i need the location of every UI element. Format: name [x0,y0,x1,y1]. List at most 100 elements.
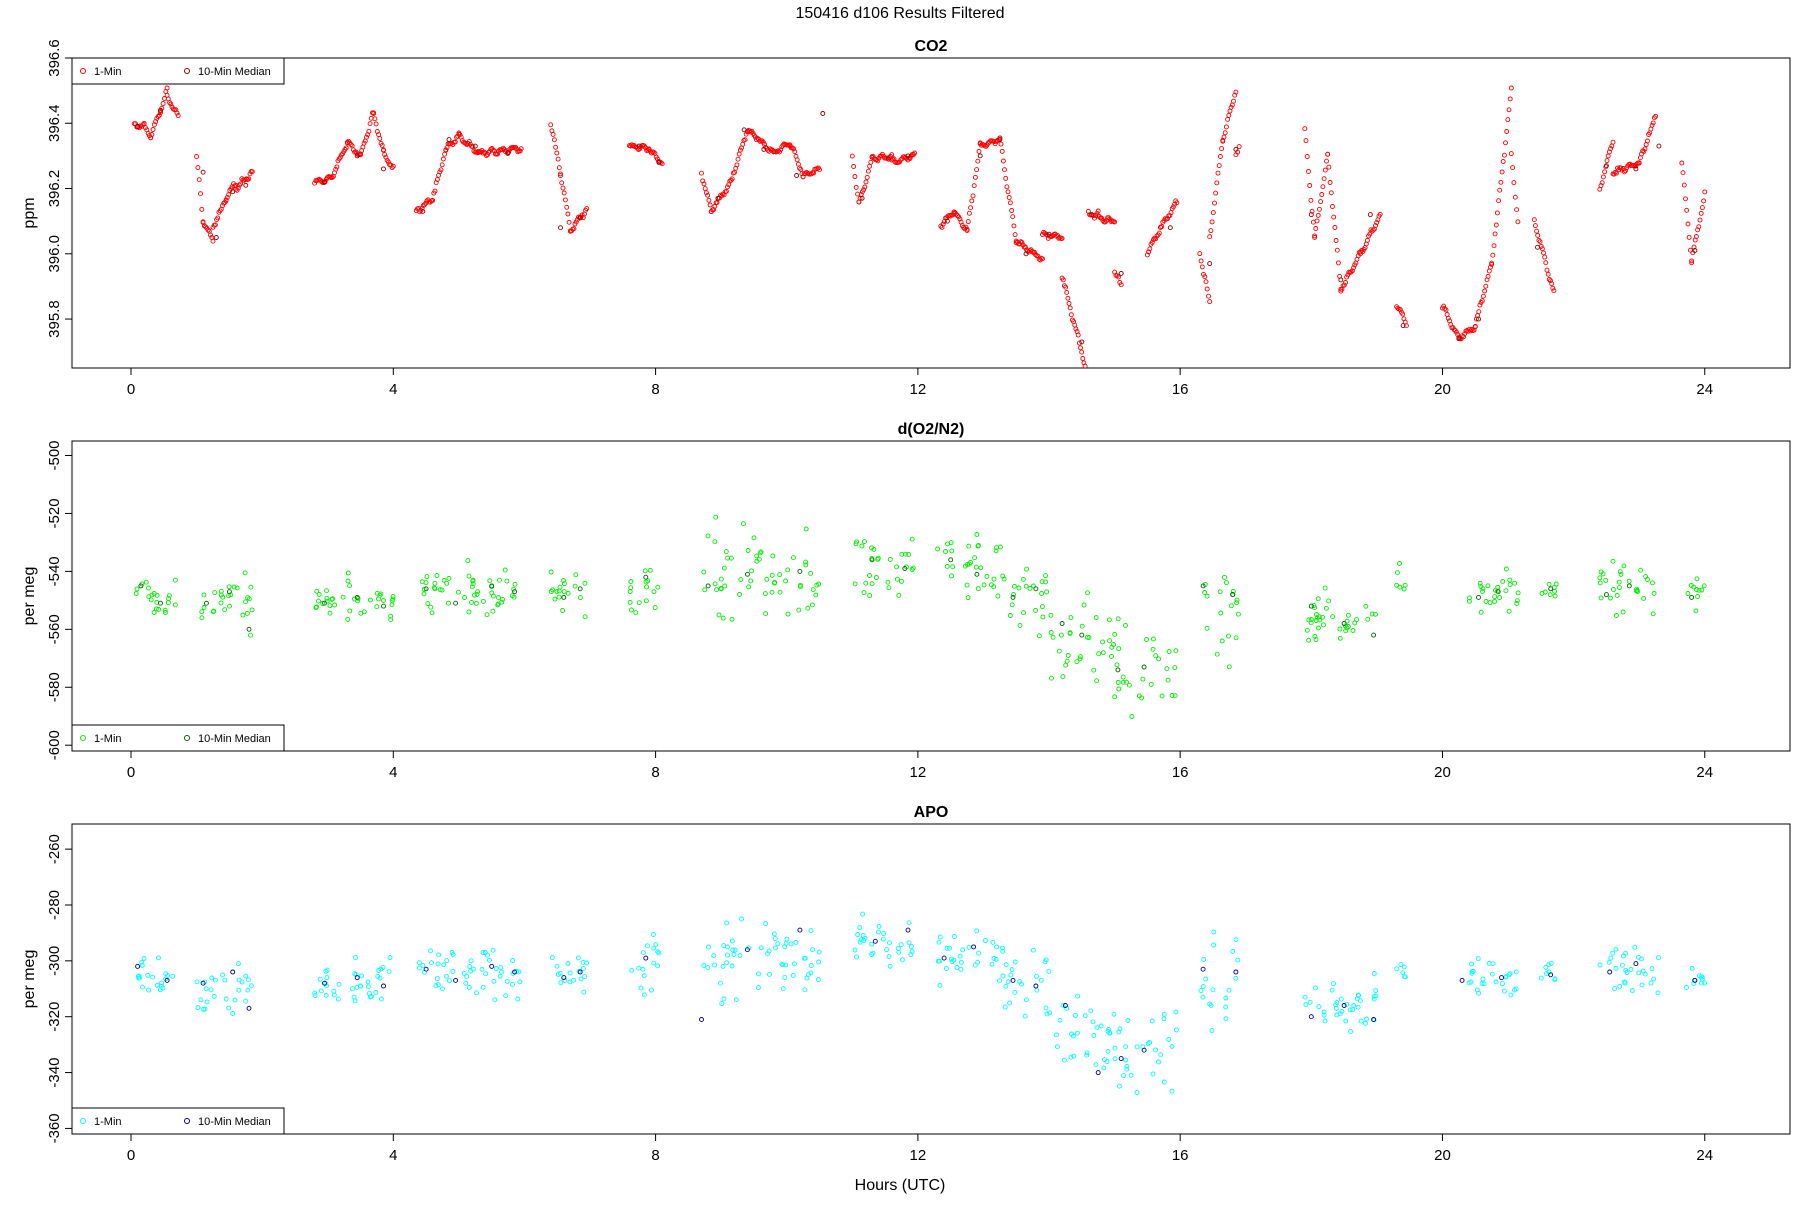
median-point [1371,1017,1377,1022]
one-min-point [1033,607,1039,613]
one-min-point [1223,1004,1229,1010]
one-min-point [1477,302,1483,308]
one-min-point [1309,208,1315,214]
one-min-point [1106,617,1112,623]
one-min-point [1303,1002,1309,1008]
one-min-point [1039,591,1045,596]
one-min-point [1084,1052,1090,1058]
one-min-point [468,958,474,964]
one-min-point [1009,208,1015,213]
one-min-point [1003,175,1009,181]
one-min-point [1491,243,1497,249]
one-min-point [655,949,661,955]
one-min-point [862,184,868,190]
one-min-point [940,221,946,227]
one-min-point [1330,614,1336,620]
one-min-point [1476,309,1482,315]
one-min-point [1401,964,1407,970]
median-point [381,166,386,172]
one-min-point [208,987,214,993]
one-min-point [995,593,1001,599]
one-min-point [1054,1032,1059,1038]
one-min-point [909,567,915,572]
one-min-point [204,999,210,1005]
one-min-point [156,606,162,612]
one-min-point [1024,566,1030,572]
one-min-point [581,989,587,995]
one-min-point [1034,987,1040,993]
one-min-point [944,945,950,951]
one-min-point [857,925,863,931]
one-min-point [582,614,588,620]
one-min-point [1172,693,1178,699]
one-min-point [1469,326,1475,332]
one-min-point [164,85,170,91]
one-min-point [1684,207,1690,213]
one-min-point [352,971,358,977]
one-min-point [810,947,816,953]
median-point [1535,244,1540,250]
one-min-point [372,116,378,122]
one-min-point [155,114,161,119]
one-min-point [729,616,735,622]
one-min-point [1513,969,1519,975]
one-min-point [172,577,178,583]
one-min-point [212,977,218,983]
one-min-point [334,164,340,170]
one-min-point [729,938,735,944]
one-min-point [705,192,711,198]
one-min-point [1343,628,1349,634]
one-min-point [1532,223,1538,229]
one-min-point [1222,574,1227,580]
one-min-point [1656,955,1661,961]
one-min-point [779,961,785,967]
one-min-point [471,592,477,598]
one-min-point [937,958,942,964]
one-min-point [1328,190,1334,196]
one-min-point [1169,1088,1175,1094]
one-min-point [436,952,442,958]
one-min-point [165,600,171,606]
one-min-point [1005,189,1011,195]
one-min-point [1549,281,1555,287]
median-point [158,107,163,113]
median-point [1095,1070,1101,1076]
one-min-point [160,101,166,106]
one-min-point [382,152,388,158]
one-min-point [1061,1057,1067,1063]
one-min-point [1076,340,1082,346]
one-min-point [1022,244,1028,250]
median-point [1603,592,1609,598]
one-min-point [564,204,570,210]
one-min-point [958,966,964,972]
one-min-point [208,232,213,238]
median-point [420,208,426,214]
one-min-point [1543,260,1549,266]
one-min-point [957,216,963,222]
one-min-point [136,973,142,979]
one-min-point [446,600,451,606]
one-min-point [496,595,501,601]
one-min-point [504,978,510,984]
one-min-point [714,587,720,593]
median-point [1341,1003,1347,1008]
one-min-point [429,960,434,966]
median-point [1367,212,1373,218]
one-min-point [1216,163,1222,169]
one-min-point [989,961,995,967]
one-min-point [1173,648,1179,654]
median-point [744,947,750,953]
one-min-point [1156,656,1162,662]
one-min-point [1023,997,1029,1003]
one-min-point [1316,1004,1322,1010]
one-min-point [789,145,795,151]
one-min-point [479,966,485,972]
one-min-point [737,953,743,959]
one-min-point [515,996,521,1002]
median-point [164,977,170,983]
x-tick-label: 16 [1172,381,1189,398]
median-point [643,955,649,961]
one-min-point [333,166,339,172]
one-min-point [740,141,746,147]
one-min-point [1080,356,1086,361]
